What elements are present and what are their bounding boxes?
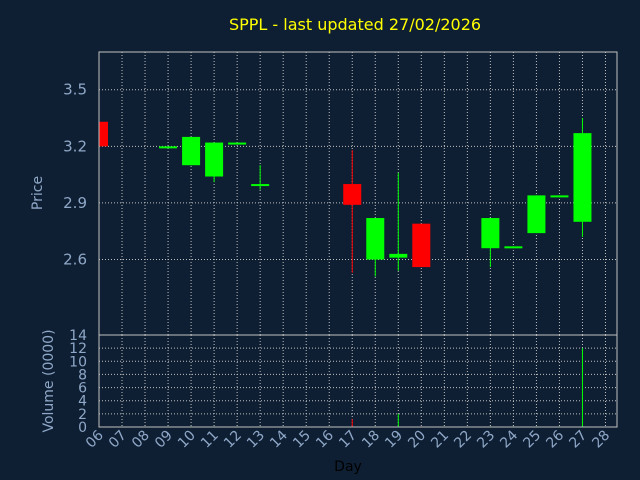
day-tick-label: 25 — [520, 428, 544, 452]
day-tick-label: 11 — [198, 428, 222, 452]
chart-title: SPPL - last updated 27/02/2026 — [229, 15, 481, 34]
day-tick-label: 16 — [313, 427, 337, 451]
candle — [504, 246, 523, 249]
volume-tick-label: 0 — [78, 420, 87, 436]
day-tick-label: 19 — [382, 428, 406, 452]
candle — [343, 150, 362, 273]
day-tick-label: 09 — [152, 428, 176, 452]
x-axis-label: Day — [334, 459, 362, 475]
day-tick-label: 10 — [175, 428, 199, 452]
candle-body — [182, 136, 201, 166]
candle-body — [251, 184, 270, 187]
day-tick-label: 18 — [359, 428, 383, 452]
candle-body — [550, 195, 569, 198]
candle-body — [504, 246, 523, 249]
candle — [228, 142, 247, 145]
candle-body — [527, 195, 546, 234]
candle-body — [481, 218, 500, 249]
day-tick-label: 26 — [543, 427, 567, 451]
volume-tick-label: 4 — [78, 394, 87, 410]
day-tick-labels: 06 07 08 09 10 11 12 13 14 15 16 17 18 19 20 21 22 23 24 25… — [83, 427, 613, 451]
day-tick-label: 15 — [290, 428, 314, 452]
day-tick-label: 23 — [474, 428, 498, 452]
volume-plot-border — [98, 334, 618, 428]
day-tick-label: 22 — [451, 428, 475, 452]
candle — [251, 165, 270, 190]
day-tick-label: 24 — [497, 427, 521, 451]
volume-tick-label: 8 — [78, 367, 87, 383]
candle — [159, 146, 178, 149]
candle-body — [228, 142, 247, 145]
candle — [182, 136, 201, 166]
volume-tick-label: 10 — [69, 354, 87, 370]
day-tick-label: 27 — [566, 428, 590, 452]
price-tick-labels: 2.6 2.9 3.2 3.5 — [63, 81, 87, 269]
day-tick-label: 21 — [428, 428, 452, 452]
candle — [205, 142, 224, 183]
price-tick-label: 3.5 — [63, 81, 87, 99]
candle-body — [99, 121, 108, 147]
price-tick-label: 2.9 — [63, 194, 87, 212]
candle-body — [366, 218, 385, 260]
day-tick-label: 13 — [244, 428, 268, 452]
candles — [98, 118, 592, 277]
volume-grid — [99, 335, 617, 427]
candle-body — [573, 133, 592, 222]
candle-body — [412, 223, 431, 268]
day-tick-label: 20 — [405, 428, 429, 452]
price-tick-label: 2.6 — [63, 251, 87, 269]
candle — [550, 195, 569, 198]
day-tick-label: 28 — [589, 428, 613, 452]
day-tick-label: 17 — [336, 428, 360, 452]
price-tick-label: 3.2 — [63, 137, 87, 155]
candle-body — [205, 142, 224, 177]
volume-axis-label: Volume (0000) — [41, 329, 57, 432]
day-tick-label: 14 — [267, 427, 291, 451]
candle-body — [159, 146, 178, 149]
candle-body — [389, 253, 408, 258]
candle — [98, 121, 108, 147]
volume-tick-label: 2 — [78, 407, 87, 423]
volume-tick-label: 14 — [69, 328, 87, 344]
volume-tick-label: 6 — [78, 381, 87, 397]
day-tick-label: 08 — [129, 428, 153, 452]
day-tick-label: 07 — [106, 428, 130, 452]
candle — [389, 172, 408, 271]
day-tick-label: 12 — [221, 428, 245, 452]
price-axis-label: Price — [30, 176, 46, 210]
volume-tick-label: 12 — [69, 341, 87, 357]
candle — [573, 118, 592, 237]
candle — [481, 218, 500, 268]
candle — [412, 223, 431, 268]
candle — [366, 218, 385, 277]
candle — [527, 195, 546, 234]
candle-body — [343, 184, 362, 205]
